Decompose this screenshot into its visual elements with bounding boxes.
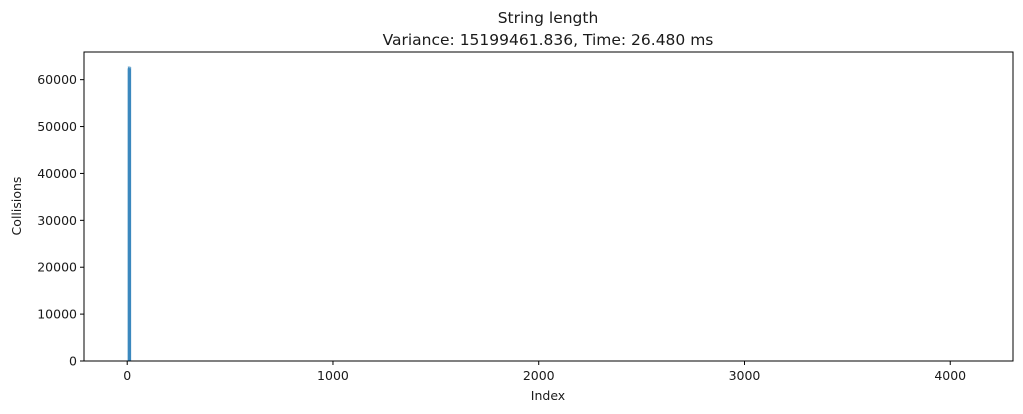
plot-frame xyxy=(83,51,1014,362)
x-tick-label: 2000 xyxy=(523,368,555,383)
bar-series xyxy=(127,66,132,362)
chart-title: String length xyxy=(498,9,599,27)
y-tick-label: 40000 xyxy=(37,166,77,181)
x-tick-label: 3000 xyxy=(729,368,761,383)
x-tick-label: 0 xyxy=(123,368,131,383)
y-tick-label: 30000 xyxy=(37,213,77,228)
y-tick-label: 0 xyxy=(69,354,77,369)
x-tick-label: 4000 xyxy=(934,368,966,383)
y-tick-label: 50000 xyxy=(37,119,77,134)
y-axis-label: Collisions xyxy=(9,177,24,236)
x-axis-label: Index xyxy=(531,388,565,403)
y-tick-label: 60000 xyxy=(37,72,77,87)
y-tick-label: 20000 xyxy=(37,260,77,275)
chart-subtitle: Variance: 15199461.836, Time: 26.480 ms xyxy=(383,31,714,49)
x-axis-ticks: 0 1000 2000 3000 4000 xyxy=(123,361,966,383)
y-axis-ticks: 0 10000 20000 30000 40000 50000 60000 xyxy=(37,72,84,369)
y-tick-label: 10000 xyxy=(37,307,77,322)
x-tick-label: 1000 xyxy=(317,368,349,383)
